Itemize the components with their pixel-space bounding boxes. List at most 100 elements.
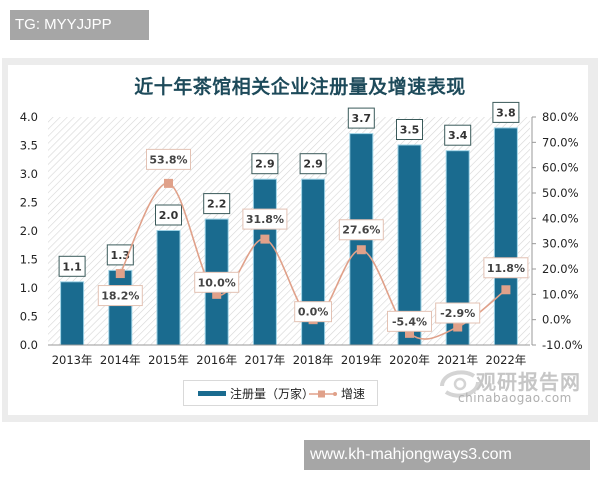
right-axis-tick: 70.0%: [542, 135, 579, 149]
growth-value-label-box: [387, 310, 432, 332]
watermark-bottom: www.kh-mahjongways3.com: [304, 440, 590, 470]
bar-value-label-box: [203, 193, 231, 215]
bar-value-label: 2.9: [303, 158, 323, 171]
bar: [109, 270, 132, 345]
growth-value-label: 10.0%: [198, 276, 236, 289]
growth-marker: [405, 328, 414, 338]
x-axis-tick: 2015年: [148, 353, 189, 367]
bar-value-label-box: [155, 204, 182, 226]
x-axis-tick: 2021年: [437, 353, 478, 367]
growth-marker: [164, 178, 173, 188]
x-axis-tick: 2019年: [341, 353, 382, 367]
growth-marker: [260, 234, 270, 244]
bar-value-label: 2.9: [255, 158, 275, 171]
logo-swirl-icon: [440, 370, 480, 398]
growth-value-label-box: [294, 301, 333, 323]
bar-value-label-box: [58, 255, 86, 277]
bar-value-label-box: [347, 107, 375, 129]
legend-label-growth: 增速: [341, 387, 366, 401]
right-axis-tick: 60.0%: [542, 161, 579, 175]
left-axis: 0.0 0.5 1.0 1.5 2.0 2.5 3.0 3.5 4.0: [20, 110, 38, 352]
x-axis-tick: 2016年: [196, 353, 237, 367]
growth-value-label-box: [146, 148, 191, 170]
growth-marker: [212, 289, 222, 299]
legend-item-registrations: 注册量（万家）: [198, 385, 314, 402]
bar-value-label-box: [299, 153, 327, 175]
growth-value-label: 53.8%: [149, 153, 187, 166]
growth-value-label: 11.8%: [487, 262, 525, 275]
legend-label-registrations: 注册量（万家）: [230, 387, 315, 401]
left-axis-tick: 2.5: [20, 196, 38, 210]
growth-value-label-box: [483, 257, 529, 279]
growth-value-label: 18.2%: [101, 290, 139, 303]
right-axis-tick: -10.0%: [542, 338, 583, 352]
x-axis-tick: 2018年: [293, 353, 334, 367]
growth-marker: [115, 269, 125, 279]
bar: [398, 145, 421, 345]
chart-legend: 注册量（万家） 增速: [183, 380, 378, 406]
growth-value-label-box: [194, 271, 240, 293]
growth-marker: [453, 322, 463, 332]
growth-value-label-box: [242, 208, 288, 230]
bar-value-label: 3.4: [448, 129, 468, 142]
bar-value-label-box: [396, 119, 423, 140]
growth-marker: [356, 245, 366, 255]
growth-value-label: 27.6%: [342, 224, 380, 237]
right-axis-tick: 0.0%: [542, 313, 571, 327]
x-axis-tick: 2014年: [100, 353, 141, 367]
growth-value-label: -5.4%: [392, 315, 427, 328]
x-axis-tick: 2020年: [389, 353, 430, 367]
growth-marker: [501, 285, 511, 295]
bar-value-label: 3.5: [400, 124, 420, 137]
bar: [61, 282, 84, 345]
logo-english-text: chinabaogao.com: [458, 391, 572, 405]
bar: [494, 128, 517, 345]
bar: [253, 179, 276, 345]
growth-value-label-box: [338, 219, 384, 241]
right-axis-tick: 40.0%: [542, 211, 579, 225]
left-axis-tick: 0.5: [20, 310, 38, 324]
left-axis-tick: 4.0: [20, 110, 38, 124]
watermark-top: TG: MYYJJPP: [10, 10, 149, 40]
legend-bar-swatch-icon: [198, 391, 226, 396]
right-axis-tick: 10.0%: [542, 287, 579, 301]
left-axis-tick: 2.0: [20, 224, 38, 238]
growth-value-label-box: [435, 302, 481, 324]
left-axis-tick: 0.0: [20, 338, 38, 352]
bar-value-label-box: [492, 101, 520, 123]
bar-value-label-box: [251, 153, 279, 175]
x-axis: 2013年 2014年 2015年 2016年 2017年 2018年 2019年 2020年…: [48, 344, 530, 367]
left-axis-tick: 3.0: [20, 167, 38, 181]
x-axis-tick: 2017年: [245, 353, 286, 367]
bar-value-label: 1.1: [62, 260, 82, 273]
bar-value-label: 3.8: [496, 106, 516, 119]
x-axis-tick: 2013年: [52, 353, 93, 367]
bar-value-label: 2.2: [207, 198, 227, 211]
right-axis-tick: 30.0%: [542, 237, 579, 251]
logo-chinese-text: 观研报告网: [476, 370, 581, 394]
line-series: 18.2% 53.8% 10.0% 31.8% 0.0% 27.6% -5.4% -2.9% 1…: [97, 148, 529, 340]
right-axis-tick: 20.0%: [542, 262, 579, 276]
source-logo: 观研报告网 chinabaogao.com: [438, 366, 598, 410]
growth-value-label: 0.0%: [298, 306, 329, 319]
bar-value-label-box: [444, 124, 472, 146]
legend-item-growth: 增速: [308, 385, 365, 402]
bar-value-label: 2.0: [159, 209, 179, 222]
right-axis-tick: 50.0%: [542, 186, 579, 200]
x-axis-tick: 2022年: [486, 353, 527, 367]
growth-value-label-box: [97, 285, 143, 307]
left-axis-tick: 1.5: [20, 253, 38, 267]
growth-value-label: -2.9%: [440, 307, 475, 320]
left-axis-tick: 1.0: [20, 281, 38, 295]
bar: [157, 231, 180, 345]
right-axis-tick: 80.0%: [542, 110, 579, 124]
right-axis: -10.0% 0.0% 10.0% 20.0% 30.0% 40.0% 50.0% 60.0%…: [531, 110, 583, 352]
legend-line-marker-icon: [309, 390, 337, 397]
growth-value-label: 31.8%: [246, 213, 284, 226]
bar-series: 1.1 1.3 2.0 2.2 2.9 2.9 3.7 3.5 3.4 3.8: [58, 101, 520, 346]
bar-value-label: 1.3: [111, 249, 131, 262]
bar-value-label: 3.7: [352, 112, 372, 125]
bar: [446, 151, 469, 345]
left-axis-tick: 3.5: [20, 139, 38, 153]
